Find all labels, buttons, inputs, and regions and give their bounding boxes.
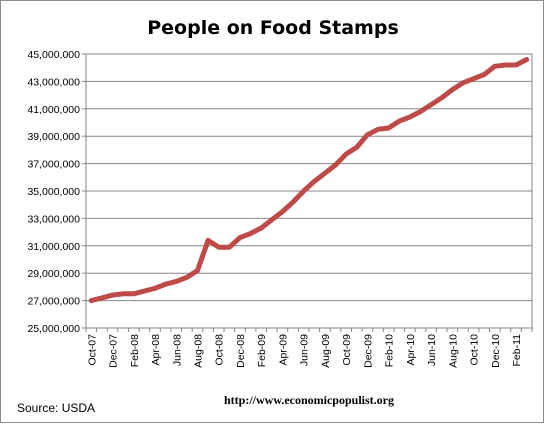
x-tick-label: Dec-09 xyxy=(362,334,374,368)
x-tick-label: Oct-08 xyxy=(214,334,226,366)
x-tick-label: Apr-09 xyxy=(277,334,289,366)
source-note: Source: USDA xyxy=(17,401,95,415)
x-tick-label: Feb-08 xyxy=(129,334,141,367)
series-line xyxy=(88,57,530,304)
x-tick-label: Feb-11 xyxy=(511,334,523,367)
y-tick-label: 31,000,000 xyxy=(27,241,80,253)
x-tick-label: Oct-09 xyxy=(341,334,353,366)
y-tick-label: 43,000,000 xyxy=(27,76,80,88)
x-tick-label: Aug-09 xyxy=(320,334,332,368)
y-tick-label: 41,000,000 xyxy=(27,104,80,116)
y-tick-label: 35,000,000 xyxy=(27,186,80,198)
x-axis: Oct-07 Dec-07 Feb-08 Apr-08 Jun-08 Aug-08 Oct-… xyxy=(85,328,533,368)
x-tick-label: Apr-10 xyxy=(405,334,417,366)
x-tick-label: Jun-08 xyxy=(171,334,183,366)
y-tick-label: 25,000,000 xyxy=(27,323,80,335)
x-tick-label: Apr-08 xyxy=(150,334,162,366)
x-tick-label: Aug-10 xyxy=(447,334,459,368)
y-tick-label: 27,000,000 xyxy=(27,296,80,308)
x-tick-label: Jun-09 xyxy=(299,334,311,366)
y-tick-label: 29,000,000 xyxy=(27,268,80,280)
x-tick-label: Aug-08 xyxy=(193,334,205,368)
y-axis: 25,000,000 27,000,000 29,000,000 31,000,000… xyxy=(27,49,86,335)
y-tick-label: 33,000,000 xyxy=(27,213,80,225)
x-tick-label: Feb-09 xyxy=(256,334,268,367)
y-tick-label: 37,000,000 xyxy=(27,159,80,171)
x-tick-label: Dec-08 xyxy=(235,334,247,368)
x-tick-label: Jun-10 xyxy=(426,334,438,366)
chart-title: People on Food Stamps xyxy=(147,17,399,39)
x-tick-label: Dec-10 xyxy=(490,334,502,368)
y-tick-label: 45,000,000 xyxy=(27,49,80,61)
x-tick-label: Feb-10 xyxy=(384,334,396,367)
x-tick-label: Oct-10 xyxy=(469,334,481,366)
source-url: http://www.economicpopulist.org xyxy=(224,393,394,407)
y-tick-label: 39,000,000 xyxy=(27,131,80,143)
x-tick-label: Oct-07 xyxy=(86,334,98,366)
x-tick-label: Dec-07 xyxy=(108,334,120,368)
